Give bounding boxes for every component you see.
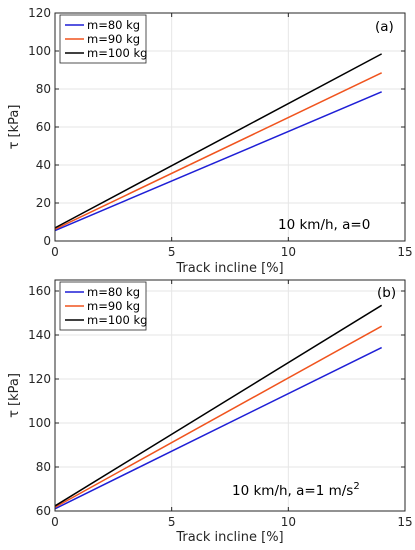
- panel-label: (b): [377, 285, 396, 301]
- y-tick-label: 60: [36, 504, 51, 518]
- x-tick-label: 0: [51, 245, 59, 259]
- y-tick-label: 160: [28, 284, 51, 298]
- series-line-1: [54, 325, 383, 508]
- y-tick-label: 80: [36, 82, 51, 96]
- y-tick-label: 100: [28, 44, 51, 58]
- series-line-1: [54, 72, 382, 230]
- legend-entry-2: m=100 kg: [87, 46, 147, 60]
- chart-panel-a: 0 5 10 15 0 20 40 60 80 100 120 Track incline [%] τ …: [7, 6, 413, 276]
- annotation: 10 km/h, a=0: [278, 217, 370, 233]
- y-tick-label: 140: [28, 328, 51, 342]
- series-line-2: [54, 304, 383, 507]
- annotation-superscript: 2: [353, 481, 359, 492]
- y-tick-label: 60: [36, 120, 51, 134]
- y-tick-label: 80: [36, 460, 51, 474]
- y-tick-label: 0: [43, 234, 51, 248]
- x-tick-label: 10: [281, 245, 296, 259]
- legend-entry-0: m=80 kg: [87, 18, 140, 32]
- legend-entry-1: m=90 kg: [87, 299, 140, 313]
- legend-entry-1: m=90 kg: [87, 32, 140, 46]
- annotation-text: 10 km/h, a=0: [278, 217, 370, 233]
- series-line-0: [54, 91, 382, 232]
- y-tick-label: 40: [36, 158, 51, 172]
- y-axis-label: τ [kPa]: [7, 105, 22, 150]
- annotation: 10 km/h, a=1 m/s2: [232, 481, 360, 499]
- y-tick-label: 120: [28, 6, 51, 20]
- legend-entry-0: m=80 kg: [87, 285, 140, 299]
- x-tick-label: 10: [281, 515, 296, 529]
- series-line-2: [54, 53, 383, 229]
- legend-entry-2: m=100 kg: [87, 313, 147, 327]
- panel-label: (a): [375, 19, 394, 35]
- annotation-text: 10 km/h, a=1 m/s: [232, 483, 353, 499]
- y-tick-label: 120: [28, 372, 51, 386]
- x-tick-label: 5: [168, 515, 176, 529]
- chart-panel-b: 0 5 10 15 60 80 100 120 140 160 Track incline [%] τ…: [7, 279, 413, 545]
- x-tick-label: 0: [51, 515, 59, 529]
- x-tick-label: 5: [168, 245, 176, 259]
- x-axis-label: Track incline [%]: [175, 261, 283, 276]
- axes-box: [54, 279, 406, 512]
- x-tick-label: 15: [397, 245, 412, 259]
- x-tick-label: 15: [397, 515, 412, 529]
- y-tick-label: 100: [28, 416, 51, 430]
- series-line-0: [54, 346, 382, 510]
- y-axis-label: τ [kPa]: [7, 373, 22, 418]
- y-tick-label: 20: [36, 196, 51, 210]
- x-axis-label: Track incline [%]: [175, 530, 283, 545]
